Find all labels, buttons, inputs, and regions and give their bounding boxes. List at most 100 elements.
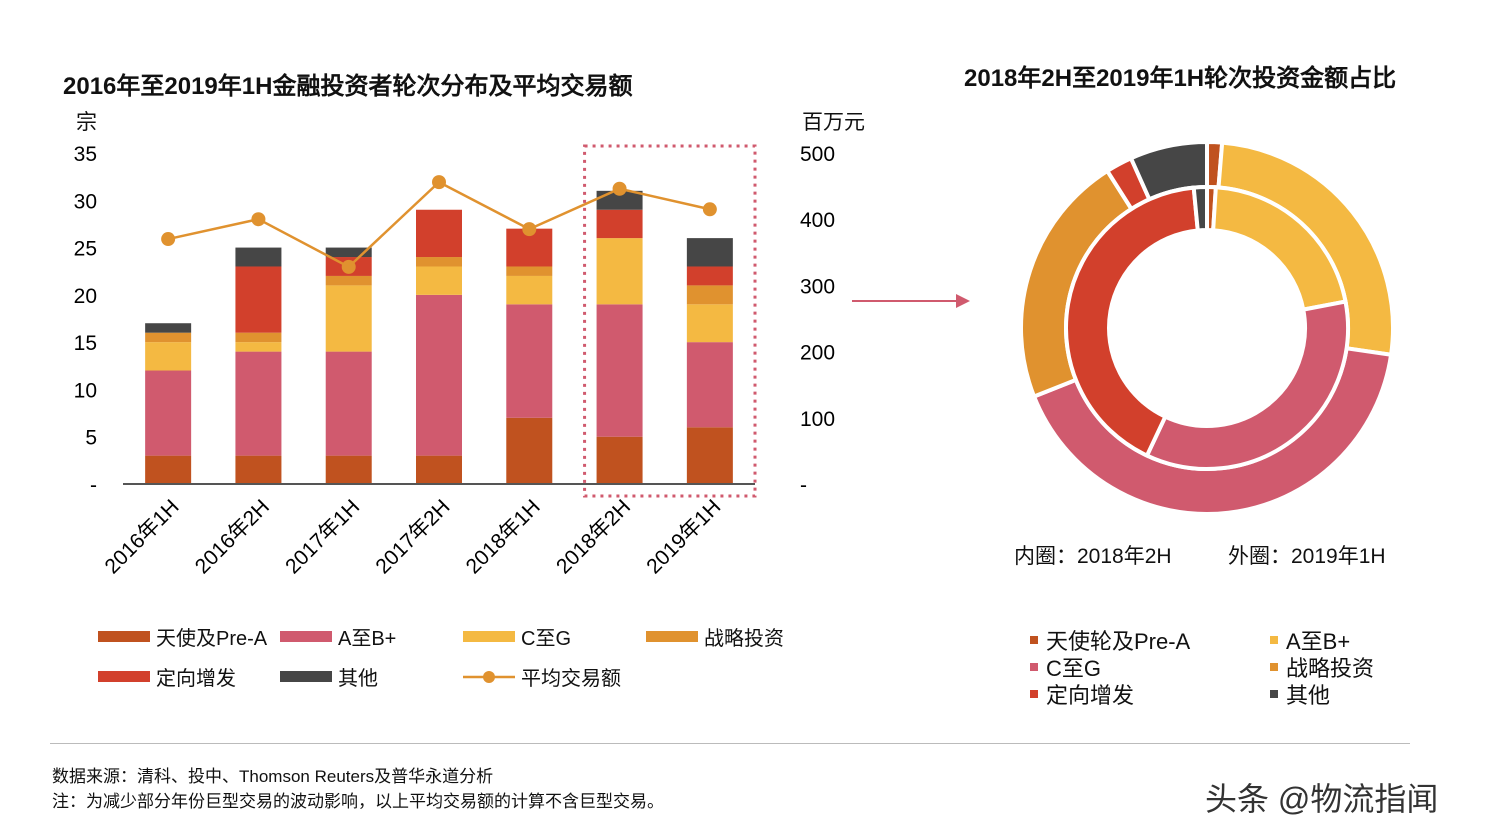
legend-label: 战略投资 bbox=[1286, 656, 1375, 681]
bar-chart-legend: 天使及Pre-A A至B+ C至G 战略投资 定向增发 其他 平均交易额 bbox=[98, 622, 818, 702]
donut-chart-title: 2018年2H至2019年1H轮次投资金额占比 bbox=[964, 65, 1397, 92]
bar-segment bbox=[416, 266, 462, 295]
legend-line-swatch bbox=[463, 670, 515, 683]
source-note: 数据来源：清科、投中、Thomson Reuters及普华永道分析 bbox=[52, 767, 494, 786]
bar-segment bbox=[686, 238, 733, 267]
donut-inner-slice bbox=[1191, 184, 1209, 233]
legend-item: 天使及Pre-A bbox=[98, 622, 267, 651]
y2-axis-label: 百万元 bbox=[802, 111, 865, 134]
legend-item: C至G bbox=[463, 622, 571, 651]
y2-tick-label: 300 bbox=[800, 275, 835, 298]
bar-segment bbox=[596, 190, 643, 210]
legend-label: C至G bbox=[1046, 656, 1102, 681]
bar-segment bbox=[506, 275, 553, 305]
legend-bullet bbox=[1030, 636, 1038, 644]
legend-bullet bbox=[1270, 636, 1278, 644]
watermark: 头条 @物流指闻 bbox=[1205, 781, 1439, 817]
y-tick-label: 30 bbox=[74, 190, 97, 213]
avg-deal-point bbox=[251, 212, 266, 227]
bar-segment bbox=[506, 266, 553, 276]
bar-segment bbox=[235, 332, 282, 343]
bar-segment bbox=[325, 351, 372, 456]
bar-segment bbox=[145, 332, 192, 343]
legend-item: 定向增发 bbox=[98, 662, 236, 691]
bar-segment bbox=[416, 294, 462, 456]
legend-item: A至B+ bbox=[280, 622, 396, 651]
legend-label: 定向增发 bbox=[156, 668, 236, 690]
donut-inner-slice bbox=[1144, 299, 1350, 471]
legend-label: 其他 bbox=[1286, 683, 1331, 708]
bar-segment bbox=[325, 285, 372, 352]
legend-bullet bbox=[1030, 663, 1038, 671]
legend-bullet bbox=[1270, 690, 1278, 698]
avg-deal-point bbox=[432, 175, 446, 190]
bar-segment bbox=[596, 238, 643, 305]
legend-label: C至G bbox=[521, 628, 571, 650]
avg-deal-point bbox=[161, 232, 176, 247]
bar-segment bbox=[416, 257, 462, 267]
legend-item: C至G bbox=[1030, 651, 1101, 683]
x-tick-label: 2018年1H bbox=[462, 495, 545, 578]
legend-item-line: 平均交易额 bbox=[463, 662, 621, 691]
legend-label: 其他 bbox=[338, 668, 378, 690]
y-tick-label: - bbox=[90, 474, 97, 497]
legend-swatch bbox=[280, 671, 332, 682]
legend-label: 定向增发 bbox=[1046, 683, 1135, 708]
bar-segment bbox=[596, 304, 643, 437]
bar-segment bbox=[145, 370, 192, 456]
x-tick-label: 2019年1H bbox=[642, 495, 725, 578]
y-tick-label: 15 bbox=[74, 332, 97, 355]
avg-deal-point bbox=[522, 222, 537, 237]
bar-segment bbox=[416, 209, 462, 258]
highlight-box bbox=[583, 144, 757, 498]
y-tick-label: 10 bbox=[74, 379, 97, 402]
bar-segment bbox=[235, 247, 282, 267]
avg-deal-point bbox=[702, 202, 717, 217]
legend-bullet bbox=[1030, 690, 1038, 698]
legend-swatch bbox=[280, 631, 332, 642]
y2-tick-label: 200 bbox=[800, 342, 835, 365]
legend-label: 平均交易额 bbox=[521, 668, 621, 690]
legend-item: 其他 bbox=[1270, 678, 1330, 710]
bar-segment bbox=[325, 247, 372, 258]
arrow-head bbox=[956, 294, 970, 308]
legend-item: 定向增发 bbox=[1030, 678, 1134, 710]
bar-segment bbox=[686, 342, 733, 428]
donut-caption-outer: 外圈：2019年1H bbox=[1228, 545, 1386, 568]
bar-segment bbox=[145, 342, 192, 371]
x-tick-label: 2016年1H bbox=[101, 495, 184, 578]
bar-segment bbox=[686, 285, 733, 305]
y2-tick-label: 400 bbox=[800, 209, 835, 232]
y2-tick-label: - bbox=[800, 474, 807, 497]
x-tick-label: 2018年2H bbox=[552, 495, 635, 578]
legend-label: 天使轮及Pre-A bbox=[1046, 629, 1191, 654]
legend-item: 其他 bbox=[280, 662, 378, 691]
legend-swatch bbox=[98, 631, 150, 642]
legend-item: A至B+ bbox=[1270, 624, 1350, 656]
bar-segment bbox=[686, 304, 733, 343]
x-tick-label: 2016年2H bbox=[191, 495, 274, 578]
bar-segment bbox=[506, 417, 553, 484]
y-axis-label: 宗 bbox=[76, 111, 97, 134]
bar-segment bbox=[596, 209, 643, 239]
avg-deal-point bbox=[612, 181, 627, 196]
donut-caption-inner: 内圈：2018年2H bbox=[1014, 545, 1172, 568]
bar-segment bbox=[235, 266, 282, 333]
legend-item: 战略投资 bbox=[1270, 651, 1374, 683]
bar-segment bbox=[235, 351, 282, 456]
y2-tick-label: 500 bbox=[800, 143, 835, 166]
legend-bullet bbox=[1270, 663, 1278, 671]
bar-chart-title: 2016年至2019年1H金融投资者轮次分布及平均交易额 bbox=[63, 73, 633, 100]
bar-segment bbox=[506, 304, 553, 418]
bar-segment bbox=[686, 266, 733, 286]
x-tick-label: 2017年1H bbox=[281, 495, 364, 578]
legend-swatch bbox=[463, 631, 515, 642]
bar-segment bbox=[145, 455, 192, 484]
bar-segment bbox=[686, 427, 733, 484]
y-tick-label: 35 bbox=[74, 143, 97, 166]
footnote: 注：为减少部分年份巨型交易的波动影响，以上平均交易额的计算不含巨型交易。 bbox=[52, 792, 664, 811]
bar-segment bbox=[325, 275, 372, 286]
bar-segment bbox=[235, 342, 282, 352]
y2-tick-label: 100 bbox=[800, 408, 835, 431]
legend-label: A至B+ bbox=[338, 628, 397, 650]
